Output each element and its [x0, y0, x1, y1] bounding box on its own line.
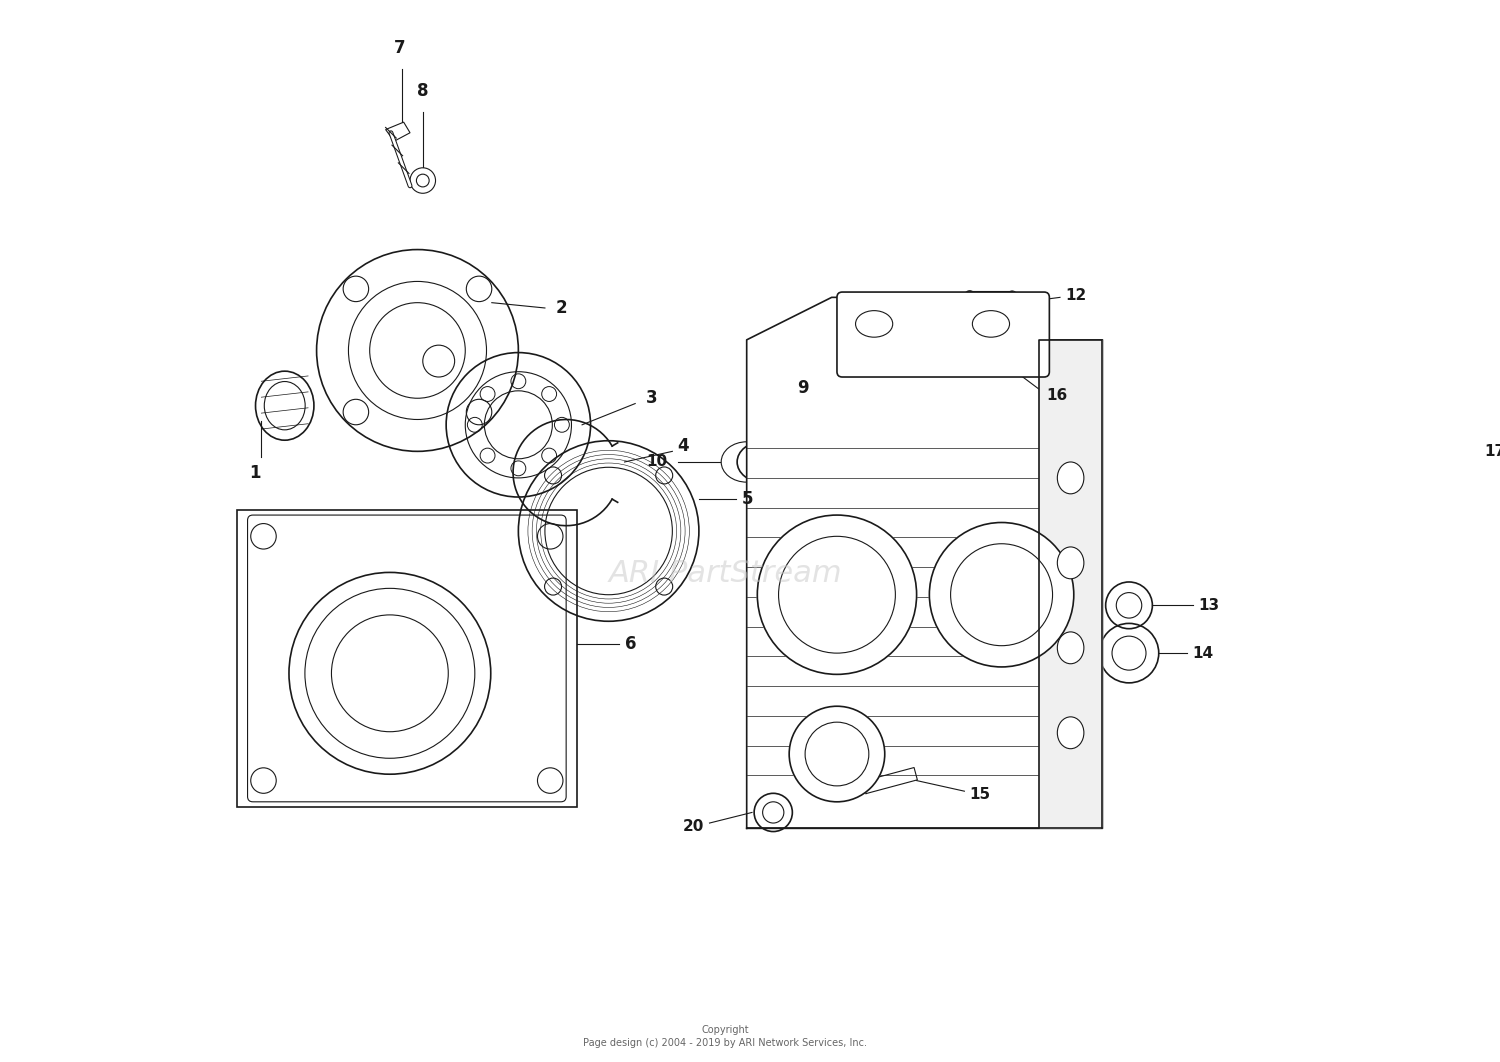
Text: 2: 2 [555, 299, 567, 316]
Text: 5: 5 [741, 491, 753, 508]
Ellipse shape [1058, 632, 1084, 664]
Text: 20: 20 [682, 819, 703, 834]
Text: 13: 13 [1198, 598, 1219, 613]
Text: ARI PartStream: ARI PartStream [609, 559, 843, 588]
Text: 1: 1 [249, 464, 261, 481]
Bar [237, 510, 578, 807]
Text: Copyright: Copyright [702, 1025, 750, 1035]
Text: 17: 17 [1485, 444, 1500, 459]
Text: 16: 16 [1046, 388, 1068, 402]
Bar [1464, 526, 1482, 547]
Ellipse shape [972, 311, 1010, 338]
Ellipse shape [855, 311, 892, 338]
Polygon shape [747, 297, 1102, 828]
Polygon shape [1038, 340, 1102, 828]
Text: 11: 11 [936, 364, 957, 379]
Text: Page design (c) 2004 - 2019 by ARI Network Services, Inc.: Page design (c) 2004 - 2019 by ARI Netwo… [584, 1038, 867, 1048]
Text: 6: 6 [624, 635, 636, 652]
Text: 3: 3 [646, 390, 657, 407]
FancyBboxPatch shape [837, 292, 1050, 377]
Text: 10: 10 [646, 455, 668, 469]
Text: 12: 12 [1065, 288, 1086, 303]
Text: 4: 4 [678, 438, 690, 455]
Ellipse shape [1058, 547, 1084, 579]
Text: 8: 8 [417, 82, 429, 100]
Text: 7: 7 [393, 39, 405, 57]
Ellipse shape [1058, 717, 1084, 749]
Circle shape [789, 706, 885, 802]
Text: 14: 14 [1192, 646, 1214, 661]
Circle shape [1392, 439, 1417, 464]
Text: 15: 15 [969, 787, 992, 802]
Text: 9: 9 [796, 379, 808, 396]
Ellipse shape [1058, 462, 1084, 494]
Circle shape [930, 523, 1074, 667]
Circle shape [758, 515, 916, 674]
